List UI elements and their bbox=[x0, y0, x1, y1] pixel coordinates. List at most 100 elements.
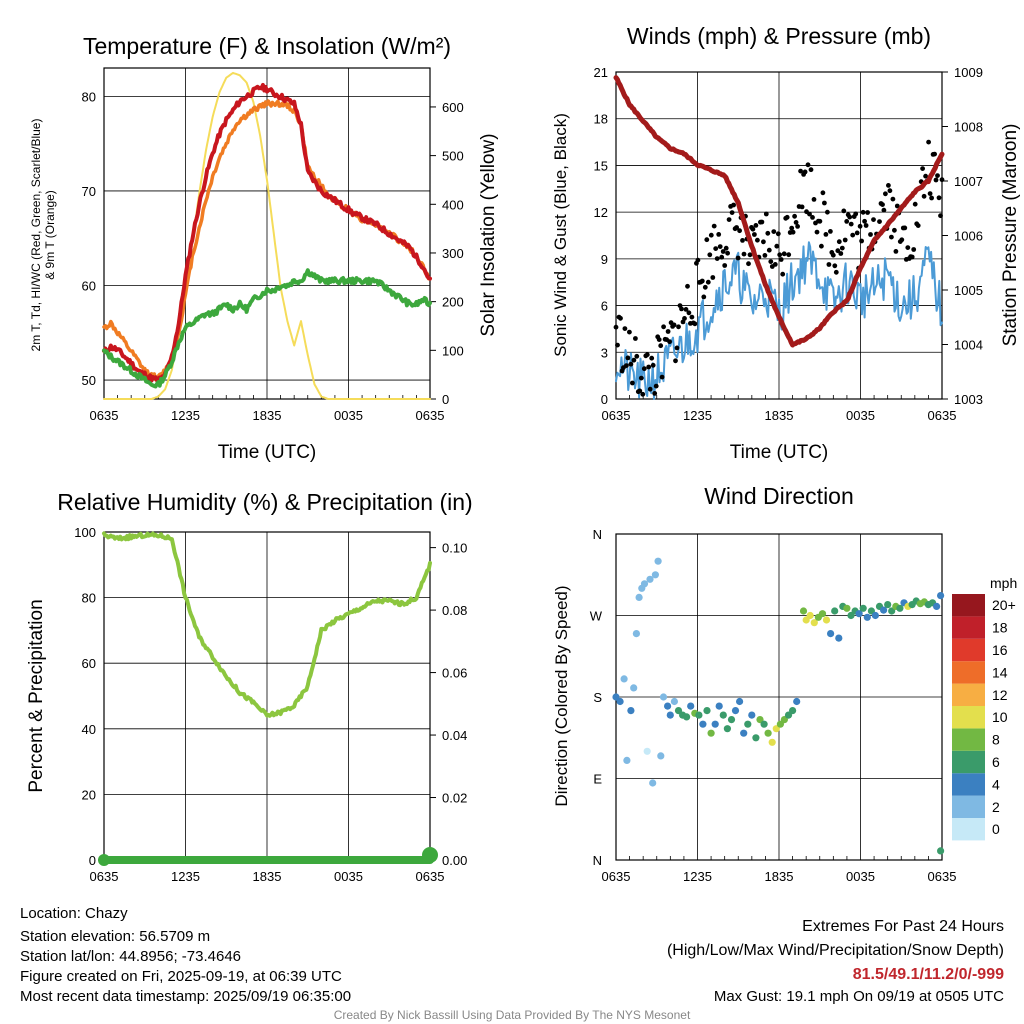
panel-title: Relative Humidity (%) & Precipitation (i… bbox=[57, 489, 472, 515]
gust-point bbox=[685, 283, 690, 289]
temperature-2m-line bbox=[102, 82, 432, 383]
direction-point bbox=[723, 725, 732, 733]
direction-point bbox=[831, 607, 839, 615]
gust-point bbox=[844, 219, 850, 224]
direction-point bbox=[764, 729, 772, 737]
gust-point bbox=[641, 366, 647, 372]
gust-point bbox=[883, 191, 888, 197]
dewpoint-line bbox=[102, 268, 432, 389]
gust-point bbox=[667, 339, 672, 345]
gust-point bbox=[631, 357, 637, 363]
direction-point bbox=[640, 580, 649, 588]
x-tick-label: 0635 bbox=[416, 408, 445, 423]
gust-point bbox=[822, 200, 827, 206]
gust-point bbox=[707, 252, 713, 258]
legend-swatch bbox=[952, 638, 985, 662]
gust-point bbox=[780, 271, 786, 277]
x-tick-label: 0635 bbox=[416, 869, 445, 884]
y2-tick-label: 1006 bbox=[954, 229, 983, 244]
y2-tick-label: 0 bbox=[442, 392, 449, 407]
y-tick-label: 80 bbox=[82, 89, 96, 104]
gust-point bbox=[625, 355, 631, 361]
direction-point bbox=[715, 702, 723, 710]
gust-point bbox=[836, 239, 842, 245]
gust-point bbox=[679, 306, 684, 312]
gust-point bbox=[795, 224, 800, 229]
extremes-title: Extremes For Past 24 Hours bbox=[802, 918, 1004, 935]
gust-point bbox=[832, 263, 838, 269]
y2-tick-label: 400 bbox=[442, 197, 464, 212]
gust-point bbox=[638, 375, 644, 381]
gust-point bbox=[644, 352, 650, 358]
gust-point bbox=[854, 230, 860, 236]
y-tick-label: 18 bbox=[594, 112, 608, 127]
direction-point bbox=[731, 707, 740, 715]
gust-point bbox=[838, 251, 844, 256]
x-tick-label: 0635 bbox=[602, 869, 631, 884]
direction-point bbox=[683, 713, 691, 721]
legend-label: 16 bbox=[992, 642, 1008, 658]
gust-point bbox=[833, 269, 839, 275]
legend-label: 6 bbox=[992, 754, 1000, 770]
gust-point bbox=[622, 326, 628, 331]
x-tick-label: 1235 bbox=[171, 408, 200, 423]
x-tick-label: 1835 bbox=[253, 869, 282, 884]
x-tick-label: 0035 bbox=[846, 408, 875, 423]
gust-point bbox=[784, 214, 790, 220]
direction-point bbox=[616, 697, 624, 706]
sonic-wind-line bbox=[615, 241, 943, 400]
gust-point bbox=[933, 177, 939, 183]
direction-point bbox=[937, 847, 945, 855]
gust-point bbox=[747, 252, 753, 258]
legend-swatch bbox=[952, 818, 985, 841]
gust-point bbox=[704, 237, 710, 243]
direction-point bbox=[659, 693, 668, 701]
gust-point bbox=[755, 237, 760, 243]
y-tick-label: S bbox=[593, 690, 602, 705]
x-tick-label: 0635 bbox=[90, 869, 119, 884]
y-tick-label: N bbox=[593, 527, 602, 542]
gust-point bbox=[877, 219, 882, 225]
gust-point bbox=[935, 173, 940, 179]
gust-point bbox=[789, 225, 795, 231]
gust-point bbox=[892, 227, 897, 233]
gust-point bbox=[695, 257, 701, 263]
gust-point bbox=[862, 218, 867, 224]
y2-tick-label: 100 bbox=[442, 343, 464, 358]
gust-point bbox=[671, 322, 677, 328]
gust-point bbox=[826, 262, 832, 267]
direction-point bbox=[670, 697, 679, 706]
x-tick-label: 1235 bbox=[683, 869, 712, 884]
gust-point bbox=[753, 223, 759, 228]
gust-point bbox=[793, 220, 799, 225]
gust-point bbox=[894, 203, 900, 209]
legend-label: 14 bbox=[992, 664, 1008, 680]
gust-point bbox=[772, 262, 778, 267]
gust-point bbox=[765, 230, 771, 236]
y-tick-label: E bbox=[593, 772, 602, 787]
x-tick-label: 0635 bbox=[928, 408, 957, 423]
y-tick-label: 20 bbox=[82, 787, 96, 802]
y-tick-label: 0 bbox=[601, 392, 608, 407]
y-tick-label: 40 bbox=[82, 722, 96, 737]
y-tick-label: W bbox=[590, 609, 603, 624]
gust-point bbox=[656, 337, 662, 342]
legend-swatch bbox=[952, 661, 985, 684]
y2-axis-label: Station Pressure (Maroon) bbox=[1000, 124, 1021, 347]
direction-point bbox=[635, 593, 643, 602]
direction-point bbox=[760, 720, 768, 728]
legend-swatch bbox=[952, 728, 985, 751]
gust-point bbox=[683, 307, 689, 312]
legend-label: 20+ bbox=[992, 597, 1016, 613]
gust-point bbox=[735, 255, 741, 261]
gust-point bbox=[905, 245, 911, 251]
gust-point bbox=[726, 217, 732, 223]
gust-point bbox=[909, 254, 915, 260]
gust-point bbox=[750, 226, 756, 232]
direction-point bbox=[657, 752, 665, 760]
gust-point bbox=[633, 336, 638, 341]
y-tick-label: 0 bbox=[89, 853, 96, 868]
gust-point bbox=[880, 202, 885, 208]
gust-point bbox=[661, 324, 666, 330]
